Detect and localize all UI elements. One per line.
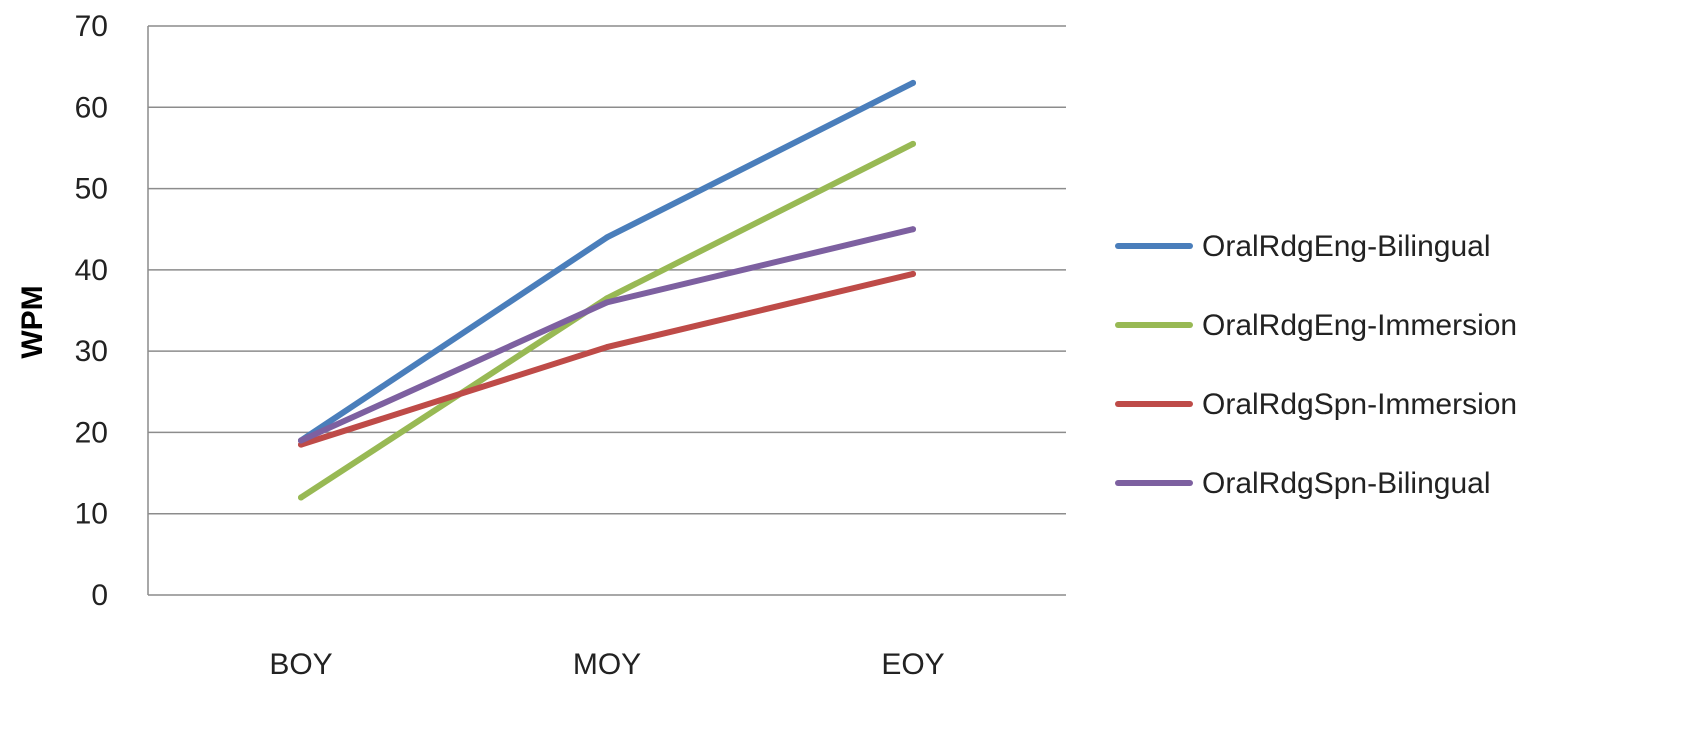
gridlines xyxy=(147,25,1066,596)
y-tick-label: 20 xyxy=(75,416,108,449)
y-tick-label: 10 xyxy=(75,498,108,531)
x-tick-label: BOY xyxy=(269,648,332,681)
data-point xyxy=(910,270,916,277)
y-axis-ticks: 0 10 20 30 40 50 60 70 xyxy=(75,10,108,612)
y-tick-label: 50 xyxy=(75,173,108,206)
data-point xyxy=(298,494,304,501)
y-tick-label: 40 xyxy=(75,254,108,287)
y-axis-title: WPM xyxy=(16,285,49,358)
legend: OralRdgEng-Bilingual OralRdgEng-Immersion… xyxy=(1115,230,1517,500)
series-line-1 xyxy=(298,79,916,444)
y-tick-label: 70 xyxy=(75,10,108,43)
x-axis-ticks: BOY MOY EOY xyxy=(269,648,944,681)
data-point xyxy=(604,299,610,306)
data-point xyxy=(604,234,610,241)
series-lines xyxy=(298,79,916,501)
x-tick-label: MOY xyxy=(573,648,641,681)
legend-label: OralRdgSpn-Bilingual xyxy=(1202,467,1491,500)
data-point xyxy=(910,226,916,233)
y-tick-label: 30 xyxy=(75,335,108,368)
data-point xyxy=(910,79,916,86)
x-tick-label: EOY xyxy=(881,648,944,681)
y-tick-label: 60 xyxy=(75,91,108,124)
legend-label: OralRdgEng-Bilingual xyxy=(1202,230,1491,263)
data-point xyxy=(298,437,304,444)
series-line-2 xyxy=(298,140,916,501)
legend-label: OralRdgEng-Immersion xyxy=(1202,309,1517,342)
legend-label: OralRdgSpn-Immersion xyxy=(1202,388,1517,421)
data-point xyxy=(604,344,610,351)
series-line-4 xyxy=(298,226,916,444)
data-point xyxy=(910,140,916,147)
y-tick-label: 0 xyxy=(91,579,108,612)
